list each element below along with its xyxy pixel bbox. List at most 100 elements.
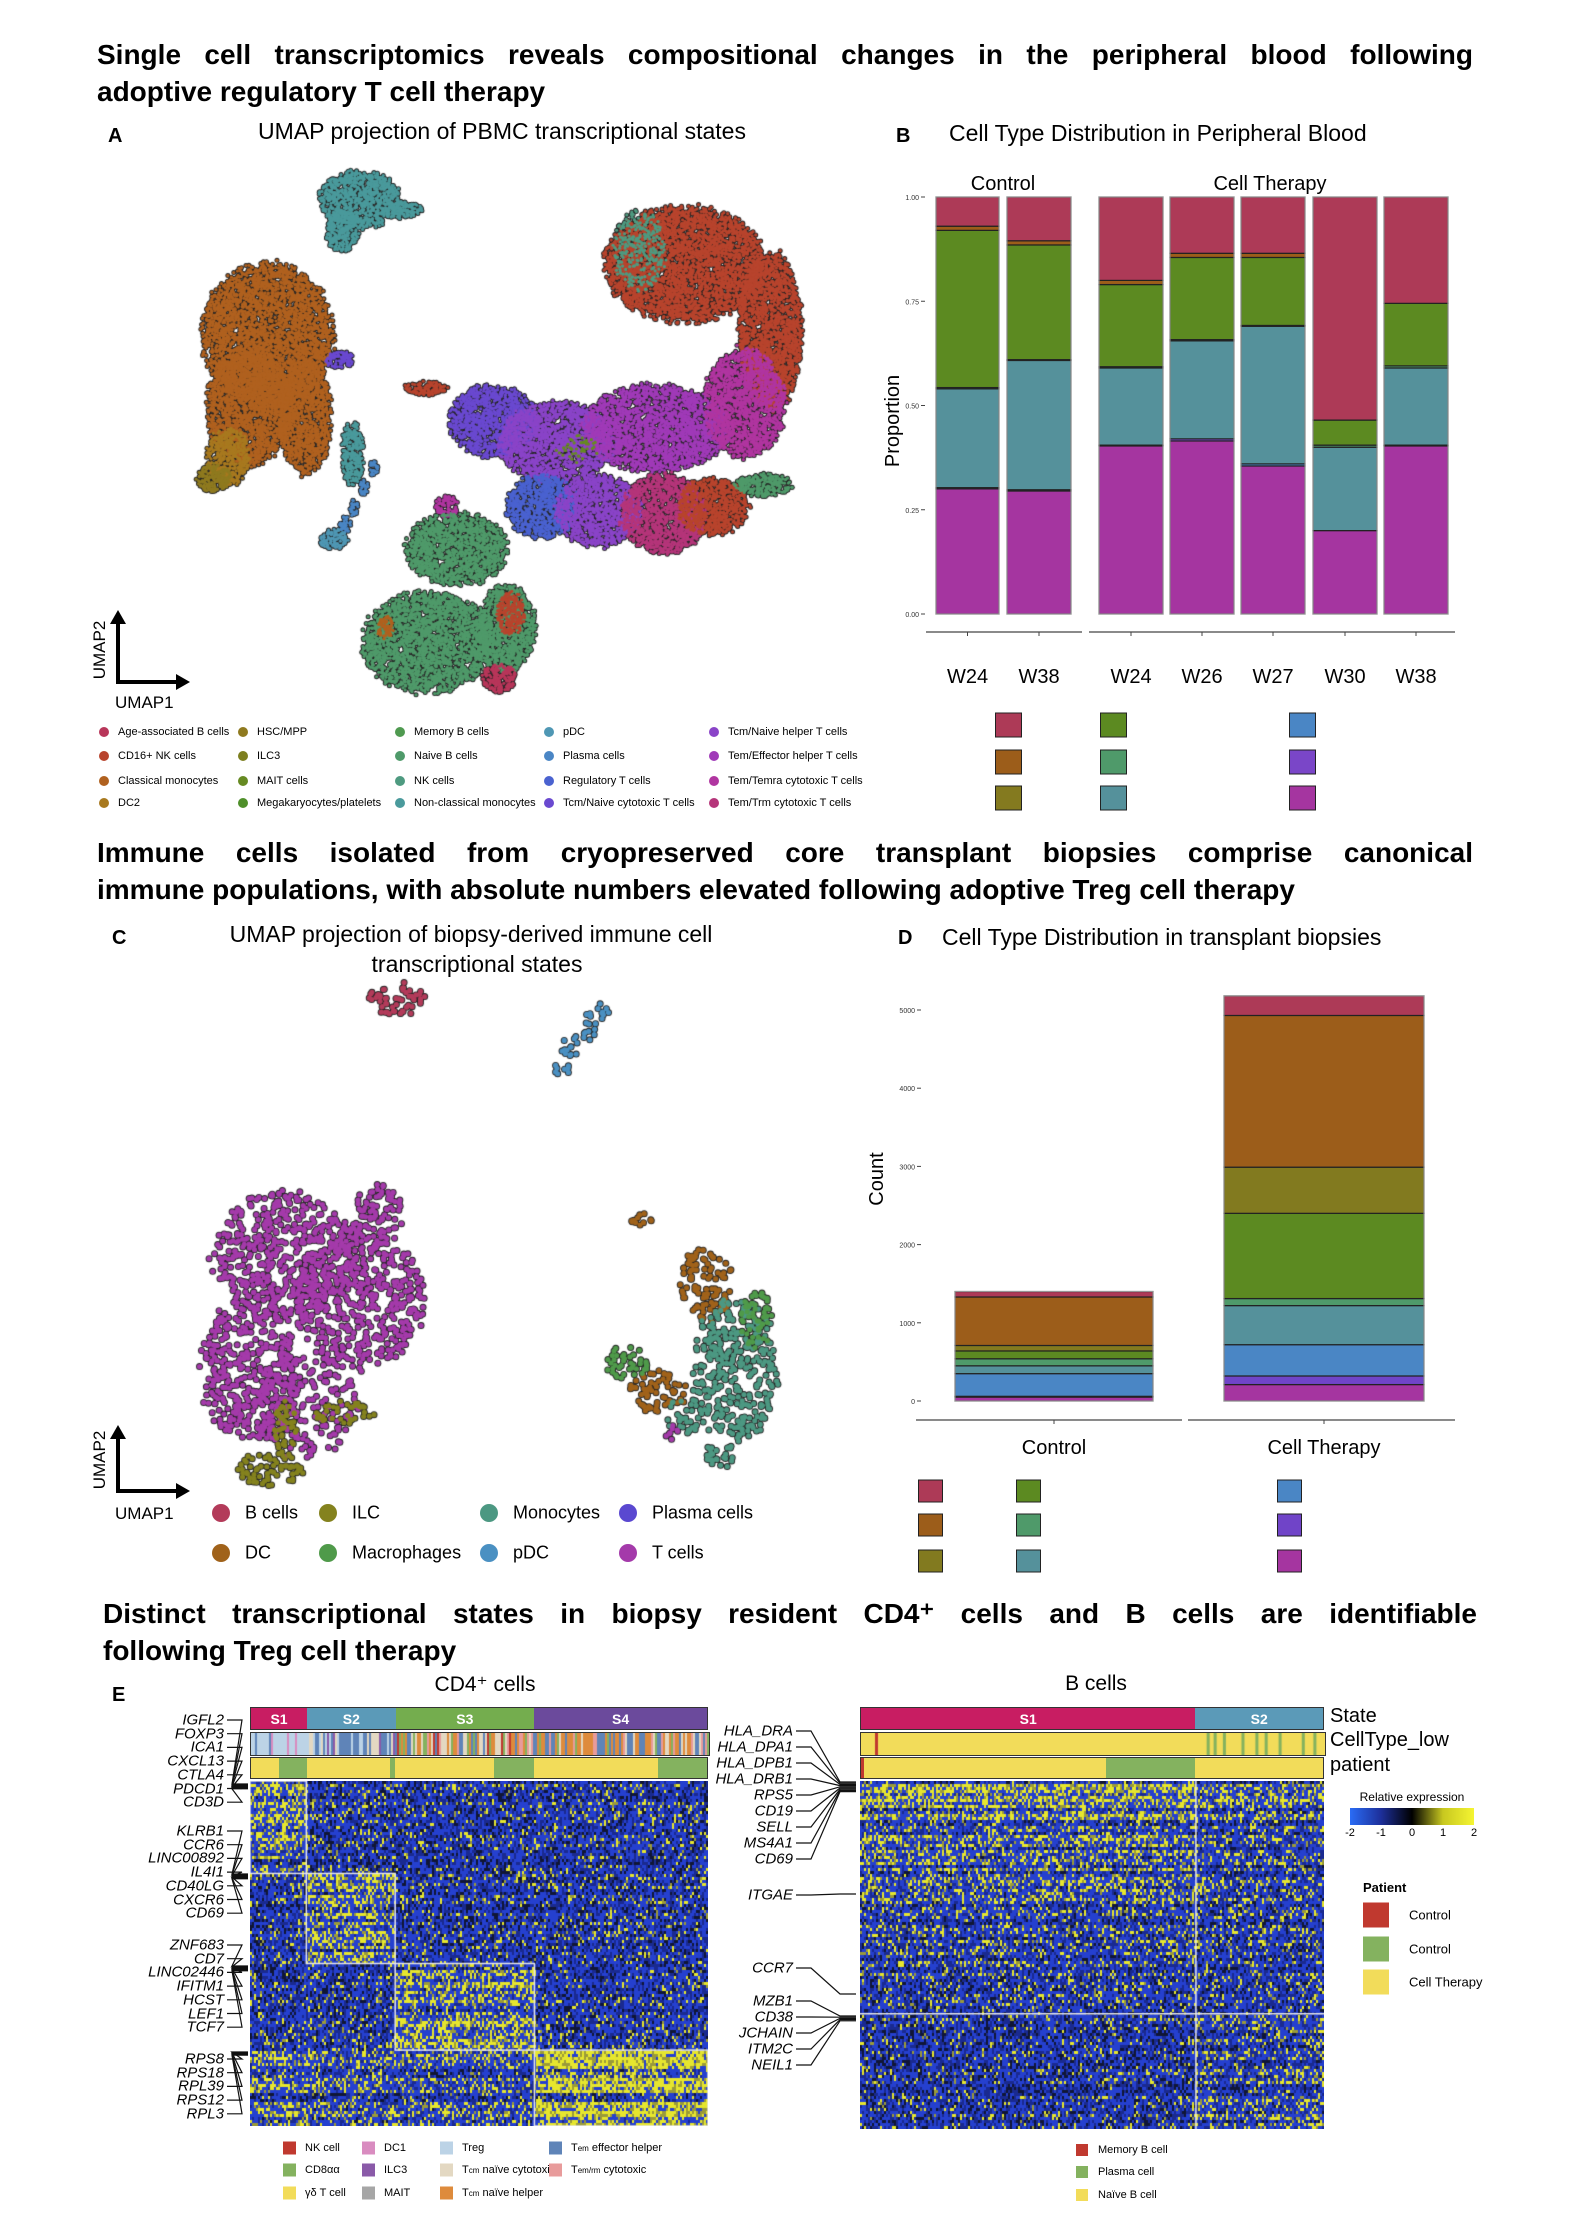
legend-swatch: [440, 2163, 453, 2177]
legend-dot: [212, 1544, 230, 1562]
umap2-arrowhead: [110, 1425, 126, 1439]
gene-connector: [227, 1830, 248, 1875]
gene-label: PDCD1: [173, 1780, 224, 1797]
track-label-celltype: CellType_low: [1330, 1729, 1449, 1751]
bar-segment: [1312, 529, 1378, 615]
legend-swatch: [1289, 749, 1316, 775]
bar-segment: [954, 1296, 1154, 1347]
gene-label: MZB1: [752, 1992, 793, 2010]
patient-legend-title: Patient: [1363, 1880, 1407, 1895]
umap1-arrowhead: [176, 674, 190, 690]
legend-label-prefix: T: [571, 2164, 578, 2176]
state-segment: S2: [1195, 1708, 1323, 1729]
legend-swatch: [1289, 712, 1316, 738]
state-segment: S1: [861, 1708, 1196, 1729]
legend-label-text: effector helper: [588, 2142, 663, 2154]
bar-outline: [1312, 196, 1378, 615]
bar-segment: [935, 488, 1000, 615]
legend-dot: [395, 776, 405, 786]
legend-label-subscript: cm: [468, 2189, 480, 2198]
gene-label: CD38: [754, 2008, 793, 2026]
legend-label: Plasma cells: [563, 750, 625, 762]
umap-pbmc-scatter: [120, 150, 820, 720]
gene-label: KLRB1: [176, 1822, 224, 1840]
y-tick-label: 0: [911, 1399, 915, 1406]
y-tick-label: 5000: [899, 1008, 915, 1015]
gene-label: IFITM1: [176, 1977, 225, 1995]
gene-label: HLA_DRA: [723, 1722, 793, 1740]
y-axis-label: Count: [866, 1152, 888, 1206]
gene-label: RPS12: [176, 2091, 224, 2109]
panel-a-title: UMAP projection of PBMC transcriptional …: [258, 118, 746, 144]
legend-dot: [709, 798, 719, 808]
bar-outline: [954, 1291, 1154, 1402]
legend-dot: [319, 1544, 337, 1562]
legend-label: Macrophages: [352, 1542, 462, 1563]
legend-dot: [99, 798, 109, 808]
legend-label: Classical monocytes: [118, 775, 219, 787]
bar-outline: [1383, 196, 1449, 615]
gene-connector: [227, 2053, 248, 2101]
section-title-3: Distinct transcriptional states in biops…: [103, 1595, 1477, 1669]
y-tick-label: 2000: [899, 1243, 915, 1250]
legend-label: Tcm/Naive helper T cells: [728, 726, 848, 738]
gene-connector: [796, 1746, 856, 1784]
colorbar-title: Relative expression: [1359, 1790, 1465, 1804]
legend-swatch: [549, 2141, 562, 2155]
y-tick-label: 1000: [899, 1321, 915, 1328]
legend-dot: [212, 1504, 230, 1522]
patient-segment: [390, 1758, 396, 1778]
legend-label: Tem/Trm cytotoxic T cells: [728, 797, 852, 809]
bar-segment: [1098, 283, 1164, 368]
bar-segment: [1006, 196, 1072, 242]
gene-connector: [227, 1774, 248, 1788]
legend-swatch: [1277, 1513, 1302, 1537]
colorbar-tick-label: 2: [1470, 1827, 1478, 1839]
bar-segment: [1383, 445, 1449, 615]
section-title-2-line-1: Immune cells isolated from cryopreserved…: [97, 837, 1473, 868]
legend-label: Naive B cells: [414, 750, 478, 762]
panel-e-title: CD4⁺ cells: [434, 1673, 536, 1696]
y-tick-label: 3000: [899, 1164, 915, 1171]
legend-label: Plasma cell: [1098, 2166, 1155, 2178]
legend-swatch: [1076, 2166, 1088, 2178]
umap-c-x-label: UMAP1: [115, 1504, 174, 1523]
legend-swatch: [995, 749, 1022, 775]
legend-label: DC2: [118, 797, 141, 809]
legend-dot: [395, 798, 405, 808]
gene-connector: [796, 1787, 856, 1812]
gene-label: ITM2C: [748, 2040, 793, 2058]
facet-label: Control: [971, 173, 1035, 195]
state-segment: S3: [395, 1708, 535, 1729]
legend-label-text: naïve helper: [479, 2187, 544, 2199]
legend-dot: [480, 1504, 498, 1522]
gene-connector: [796, 1730, 856, 1783]
legend-label-subscript: em/rm: [577, 2166, 601, 2175]
legend-label: MAIT cells: [257, 775, 309, 787]
legend-swatch: [918, 1549, 943, 1573]
y-tick-label: 0.50: [905, 404, 919, 411]
legend-swatch: [440, 2186, 453, 2200]
legend-swatch: [995, 712, 1022, 738]
section-title-1: Single cell transcriptomics reveals comp…: [97, 36, 1473, 110]
legend-swatch: [1016, 1513, 1041, 1537]
legend-dot: [99, 776, 109, 786]
legend-dot: [99, 751, 109, 761]
panel-f-celltype-track: [860, 1732, 1326, 1756]
legend-label: Tcm/Naive cytotoxic T cells: [563, 797, 695, 809]
gene-label: CD69: [754, 1850, 793, 1868]
gene-connector: [227, 1970, 248, 2028]
gene-connector: [796, 2000, 856, 2017]
legend-swatch: [362, 2163, 375, 2177]
panel-a-label: A: [108, 125, 123, 147]
state-segment: S4: [534, 1708, 707, 1729]
legend-label-text: naïve cytotoxic: [479, 2164, 556, 2176]
legend-dot: [238, 798, 248, 808]
legend-dot: [544, 751, 554, 761]
legend-label-text: cytotoxic: [600, 2164, 647, 2176]
gene-label: LEF1: [188, 2005, 224, 2022]
gene-connector: [796, 2018, 856, 2050]
section-title-2-line-2: immune populations, with absolute number…: [97, 874, 1295, 905]
